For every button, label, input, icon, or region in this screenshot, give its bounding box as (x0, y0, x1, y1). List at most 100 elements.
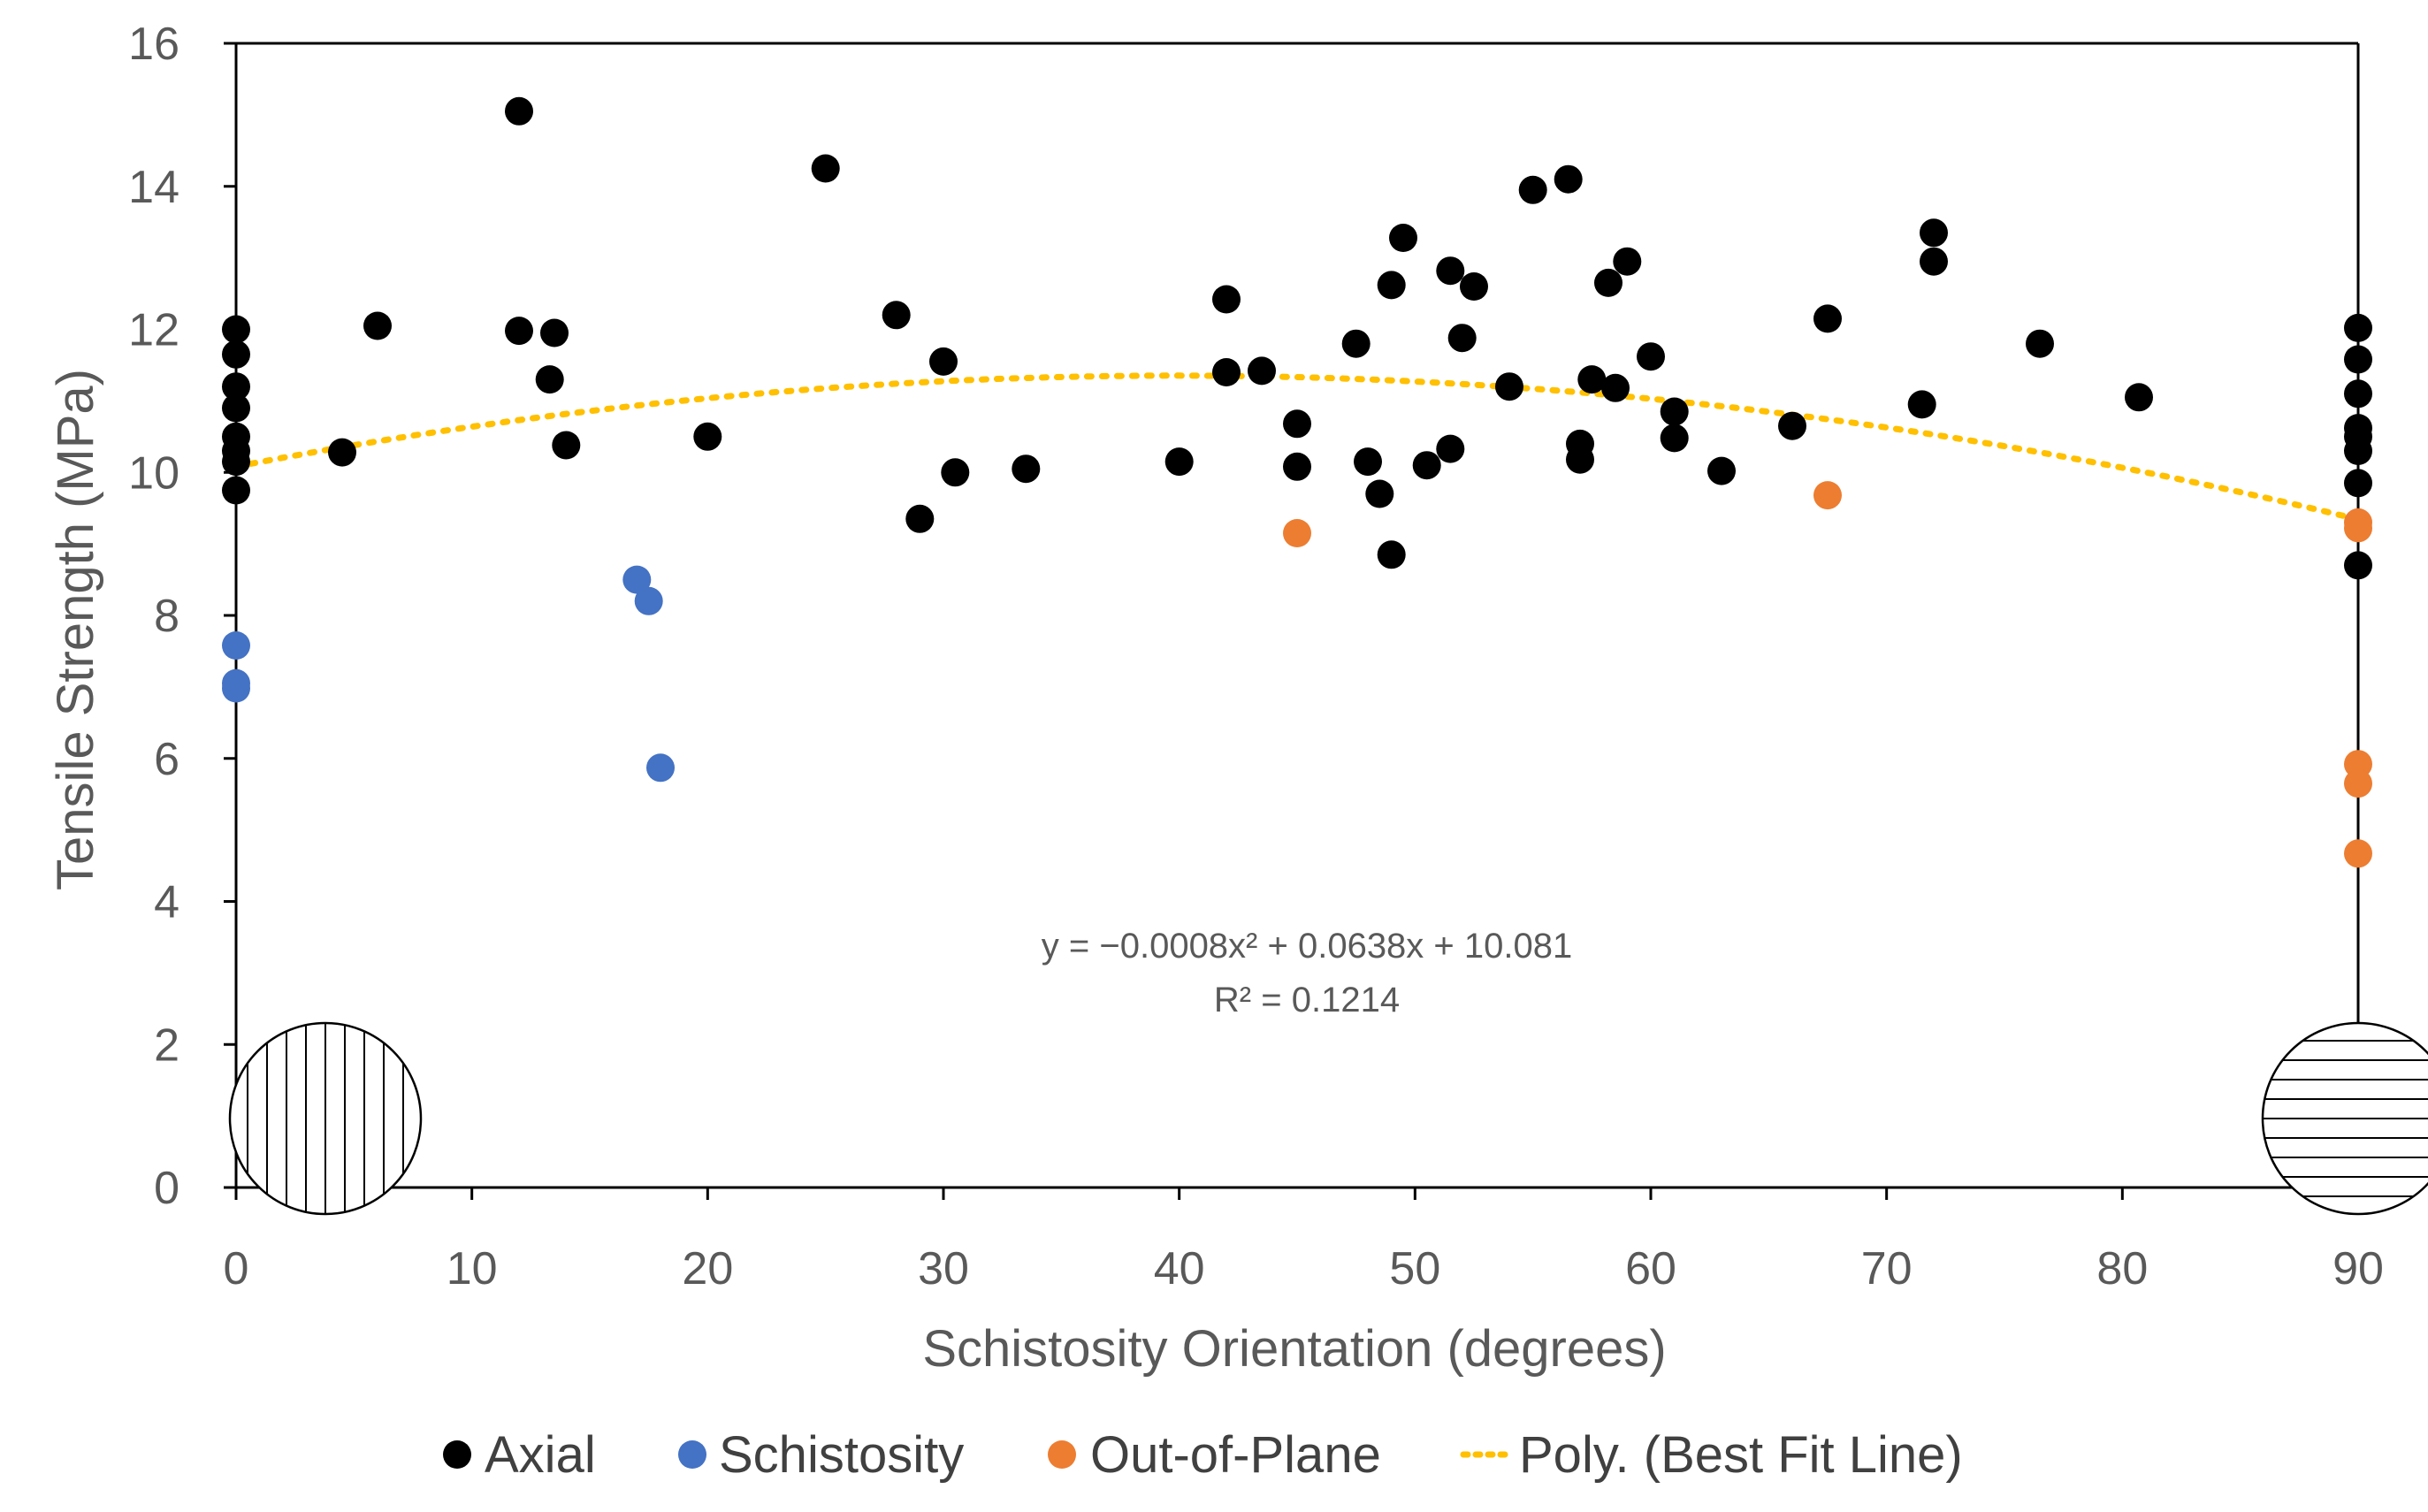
r-squared-label: R² = 0.1214 (1214, 981, 1400, 1019)
point-axial (1601, 373, 1630, 402)
point-axial (222, 393, 250, 423)
horizontal-schistosity-icon (2261, 1021, 2428, 1216)
point-schistosity (646, 753, 675, 783)
point-axial (2344, 345, 2372, 374)
point-axial (540, 318, 569, 347)
x-tick-label: 80 (2096, 1243, 2148, 1294)
point-axial (1637, 342, 1665, 371)
legend-label-trendline: Poly. (Best Fit Line) (1519, 1426, 1963, 1484)
point-axial (1283, 409, 1311, 439)
y-axis-title: Tensile Strength (MPa) (47, 369, 104, 890)
point-axial (1412, 451, 1441, 480)
y-tick-label: 10 (128, 447, 179, 499)
orientation-icons (228, 1021, 2428, 1216)
trendline-layer (233, 372, 2362, 523)
point-axial (1436, 434, 1465, 463)
point-schistosity (222, 674, 250, 703)
point-axial (941, 458, 970, 487)
point-axial (328, 438, 356, 467)
x-tick-label: 10 (447, 1243, 498, 1294)
y-tick-label: 12 (128, 305, 179, 356)
axes-layer: 0 2 4 6 8 10 12 14 16 0 10 20 30 40 50 60 70 80 90 (128, 19, 2384, 1294)
legend-marker-out-of-plane (1048, 1440, 1076, 1469)
point-axial (1283, 452, 1311, 481)
points-layer (222, 96, 2372, 868)
legend: Axial Schistosity Out-of-Plane Poly. (Be… (443, 1426, 1963, 1484)
point-axial (2344, 551, 2372, 580)
point-axial (1660, 424, 1689, 453)
point-axial (2344, 469, 2372, 498)
trendline-path (233, 372, 2362, 523)
point-axial (222, 372, 250, 401)
point-axial (1389, 224, 1417, 252)
point-axial (1341, 329, 1371, 358)
point-axial (1012, 454, 1041, 484)
point-axial (1707, 456, 1736, 485)
point-axial (1447, 324, 1477, 353)
point-out-of-plane (1813, 481, 1842, 510)
trendline-equation: y = −0.0008x² + 0.0638x + 10.081 (1042, 927, 1572, 966)
x-tick-label: 40 (1154, 1243, 1205, 1294)
point-axial (1377, 271, 1406, 300)
y-tick-label: 6 (154, 734, 179, 785)
x-tick-label: 0 (224, 1243, 249, 1294)
point-axial (1164, 447, 1194, 477)
point-axial (929, 347, 958, 376)
point-out-of-plane (1283, 519, 1311, 547)
y-tick-label: 16 (128, 19, 179, 70)
point-axial (1920, 247, 1948, 276)
point-axial (222, 315, 250, 344)
point-axial (1813, 304, 1842, 333)
x-tick-label: 20 (682, 1243, 733, 1294)
point-out-of-plane (2344, 750, 2372, 779)
point-axial (1566, 445, 1594, 474)
x-axis-title: Schistosity Orientation (degrees) (922, 1320, 1666, 1378)
point-axial (535, 365, 564, 394)
point-axial (1377, 540, 1406, 569)
point-axial (1778, 411, 1806, 440)
point-axial (505, 96, 533, 126)
point-axial (811, 154, 840, 183)
point-axial (2344, 313, 2372, 342)
legend-label-schistosity: Schistosity (719, 1426, 964, 1484)
point-axial (1518, 175, 1547, 204)
point-axial (1248, 356, 1276, 386)
point-axial (1907, 390, 1936, 419)
point-out-of-plane (2344, 839, 2372, 868)
point-axial (693, 422, 722, 451)
point-axial (905, 504, 935, 533)
x-tick-label: 60 (1625, 1243, 1676, 1294)
point-axial (2026, 329, 2054, 358)
point-axial (2125, 383, 2153, 412)
point-axial (1365, 479, 1394, 508)
legend-label-axial: Axial (485, 1426, 596, 1484)
y-tick-label: 2 (154, 1019, 179, 1071)
x-tick-label: 90 (2333, 1243, 2384, 1294)
point-axial (1354, 447, 1382, 477)
point-axial (1577, 365, 1607, 394)
point-axial (363, 311, 392, 340)
point-axial (1613, 247, 1642, 276)
point-axial (222, 447, 250, 477)
point-schistosity (622, 565, 652, 594)
y-tick-label: 14 (128, 162, 179, 213)
point-axial (1436, 256, 1465, 286)
y-tick-label: 8 (154, 591, 179, 642)
y-tick-label: 4 (154, 877, 179, 928)
point-axial (1920, 218, 1948, 248)
point-axial (2344, 437, 2372, 465)
x-tick-label: 30 (918, 1243, 969, 1294)
point-axial (222, 476, 250, 505)
point-axial (222, 340, 250, 369)
point-axial (2344, 379, 2372, 409)
legend-marker-axial (443, 1440, 471, 1469)
point-axial (1212, 285, 1241, 314)
point-out-of-plane (2344, 514, 2372, 543)
point-axial (1212, 358, 1241, 386)
x-tick-label: 50 (1389, 1243, 1440, 1294)
point-schistosity (634, 586, 663, 615)
point-axial (505, 317, 533, 346)
point-axial (1660, 397, 1689, 426)
x-tick-label: 70 (1861, 1243, 1913, 1294)
